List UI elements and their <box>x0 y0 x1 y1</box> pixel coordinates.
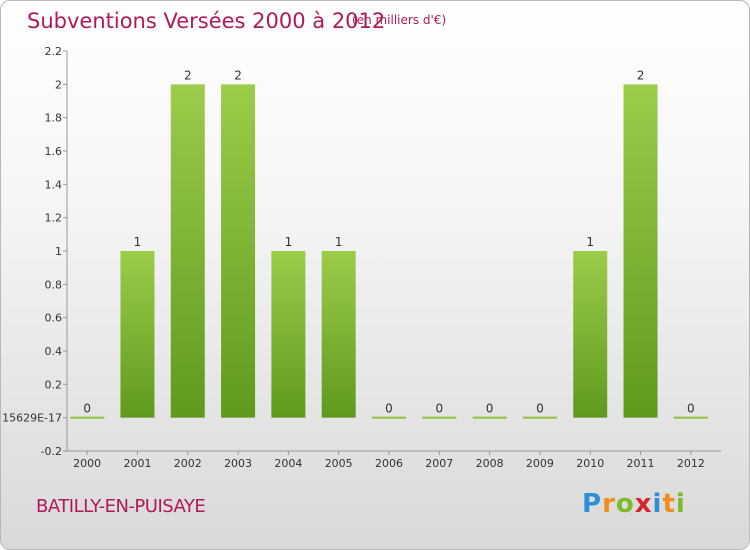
y-tick-label: 1.8 <box>45 112 63 125</box>
y-tick-label: 0.2 <box>45 378 63 391</box>
data-label: 0 <box>435 402 443 416</box>
bar-2011 <box>623 84 658 418</box>
chart-title: Subventions Versées 2000 à 2012 <box>27 9 386 33</box>
data-label: 1 <box>586 235 594 249</box>
data-labels: 0 1 2 2 1 1 0 0 0 0 1 2 0 <box>83 68 694 415</box>
x-tick-label: 2001 <box>123 457 151 470</box>
y-tick-label: 1.4 <box>45 178 63 191</box>
axes: 2.2 2 1.8 1.6 1.4 1.2 1 0.8 0.6 0.4 0.2 -2.15629E-1… <box>1 45 721 470</box>
data-label: 1 <box>134 235 142 249</box>
bar-2007 <box>422 416 457 419</box>
data-label: 1 <box>285 235 293 249</box>
data-label: 0 <box>687 402 695 416</box>
bar-2010 <box>573 251 608 418</box>
y-tick-label: 2 <box>55 78 62 91</box>
data-label: 2 <box>234 68 242 82</box>
data-label: 2 <box>637 68 645 82</box>
x-tick-label: 2007 <box>425 457 453 470</box>
x-tick-label: 2000 <box>73 457 101 470</box>
x-tick-label: 2011 <box>627 457 655 470</box>
bars <box>70 84 708 419</box>
data-label: 2 <box>184 68 192 82</box>
y-tick-label: 1.6 <box>45 145 63 158</box>
bar-2005 <box>321 251 356 418</box>
y-tick-label: 2.2 <box>45 45 63 58</box>
bar-2009 <box>522 416 557 419</box>
bar-2002 <box>170 84 205 418</box>
x-tick-label: 2004 <box>274 457 302 470</box>
y-tick-label: 0.8 <box>45 278 63 291</box>
x-tick-label: 2008 <box>476 457 504 470</box>
x-tick-label: 2010 <box>576 457 604 470</box>
x-tick-label: 2005 <box>325 457 353 470</box>
y-tick-label: -2.15629E-17 <box>1 412 62 425</box>
proxiti-logo: Proxiti <box>582 489 686 519</box>
data-label: 0 <box>385 402 393 416</box>
x-tick-label: 2012 <box>677 457 705 470</box>
unit-note: (en milliers d'€) <box>352 13 447 27</box>
bar-2000 <box>70 416 105 419</box>
y-tick-label: -0.2 <box>41 445 62 458</box>
data-label: 0 <box>486 402 494 416</box>
data-label: 1 <box>335 235 343 249</box>
y-tick-label: 1 <box>55 245 62 258</box>
bar-2012 <box>673 416 708 419</box>
x-tick-label: 2002 <box>174 457 202 470</box>
bar-2001 <box>120 251 155 418</box>
bar-2006 <box>372 416 406 419</box>
y-tick-label: 0.6 <box>45 312 63 325</box>
data-label: 0 <box>83 402 91 416</box>
y-tick-label: 1.2 <box>45 212 63 225</box>
bar-2008 <box>472 416 507 419</box>
bar-2003 <box>221 84 256 418</box>
x-tick-label: 2009 <box>526 457 554 470</box>
data-label: 0 <box>536 402 544 416</box>
x-tick-label: 2006 <box>375 457 403 470</box>
commune-name: BATILLY-EN-PUISAYE <box>36 496 206 517</box>
x-tick-label: 2003 <box>224 457 252 470</box>
bar-2004 <box>271 251 306 418</box>
y-tick-label: 0.4 <box>45 345 63 358</box>
